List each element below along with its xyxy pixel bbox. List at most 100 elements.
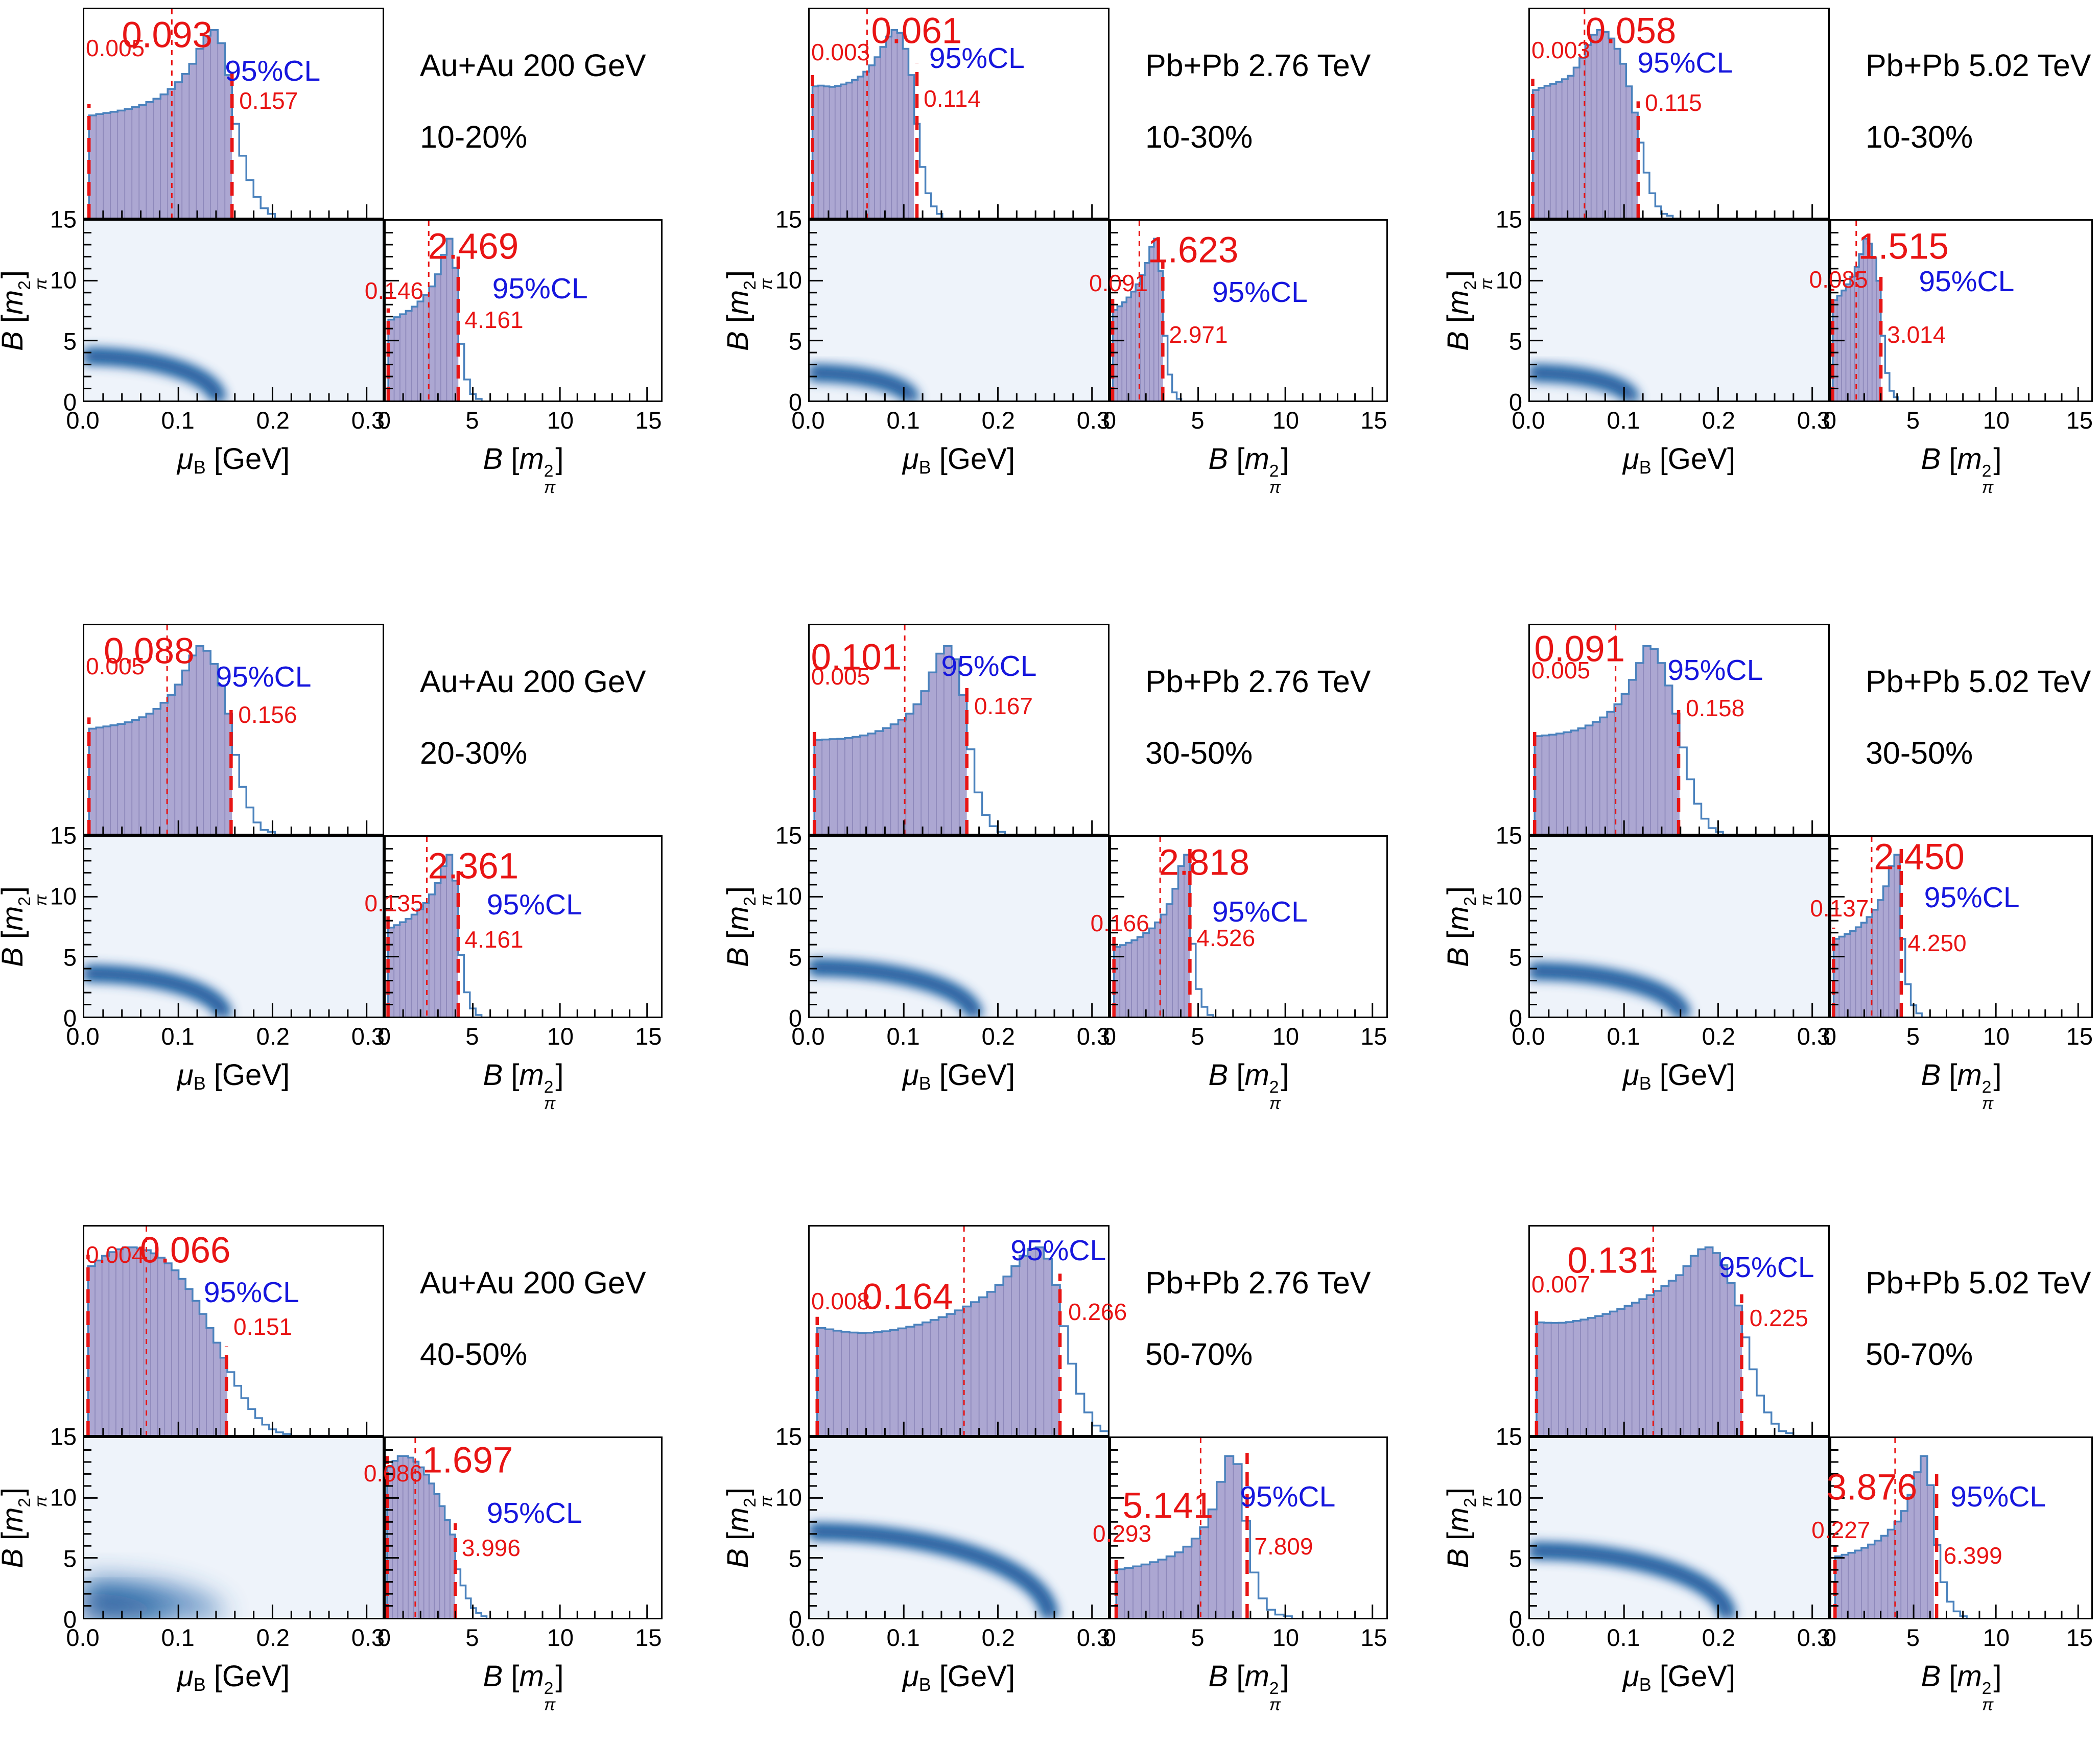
y-tick-label-b: 10: [775, 266, 802, 294]
histogram-bar: [213, 1342, 221, 1435]
histogram-bar: [103, 113, 111, 218]
top-histogram-box: [83, 1225, 384, 1436]
x-tick-label-b: 10: [1983, 407, 2010, 434]
histogram-outline: [387, 854, 483, 1017]
x-tick-label-mu: 0.0: [791, 1023, 825, 1050]
histogram-outline: [1832, 238, 1899, 400]
histogram-bar: [1850, 931, 1856, 1017]
right-histogram-box: [1110, 835, 1388, 1018]
b-cl-lower-bound: 0.086: [363, 1459, 422, 1487]
histogram-bar: [160, 702, 168, 834]
histogram-bar: [1562, 79, 1568, 218]
histogram-bar: [1889, 866, 1895, 1017]
histogram-bar: [136, 1248, 144, 1435]
histogram-bar: [1125, 942, 1132, 1017]
histogram-bar: [1556, 733, 1564, 834]
x-tick-label-mu: 0.0: [791, 407, 825, 434]
x-axis-title-mu: μB [GeV]: [1622, 1058, 1736, 1094]
histogram-bar: [1585, 725, 1593, 834]
top-histogram-box: [808, 624, 1110, 835]
right-histogram-box: [384, 835, 663, 1018]
histogram-bar: [1550, 84, 1556, 218]
x-tick-label-mu: 0.2: [981, 1624, 1015, 1651]
x-axis-title-b: B [m 2 π]: [483, 1660, 564, 1715]
mu-mode-value: 0.061: [871, 11, 962, 52]
histogram-bar: [1551, 1323, 1559, 1435]
histogram-bar: [1861, 923, 1867, 1017]
panel-title: Au+Au 200 GeV: [420, 48, 646, 83]
histogram-bar: [1632, 112, 1638, 218]
histogram-bar: [435, 274, 441, 400]
histogram-bar: [1894, 855, 1900, 1017]
histogram-bar: [921, 691, 929, 834]
histogram-bar: [1629, 679, 1636, 834]
histogram-bar: [1620, 63, 1626, 218]
histogram-bar: [446, 855, 453, 1017]
x-axis-title-b: B [m 2 π]: [1208, 1660, 1289, 1715]
confidence-level-label-mu: 95%CL: [225, 55, 321, 88]
histogram-bar: [1894, 1521, 1901, 1618]
histogram-bar: [1549, 735, 1556, 834]
y-tick-label-b: 5: [1508, 944, 1522, 971]
mu-cl-lower-bound: 0.005: [1531, 656, 1591, 684]
y-tick-label-b: 10: [775, 1483, 802, 1511]
y-tick-label-b: 5: [63, 327, 77, 355]
histogram-bar: [1178, 866, 1184, 1017]
histogram-bar: [429, 894, 435, 1017]
x-tick-label-mu: 0.3: [351, 1023, 385, 1050]
histogram-bar: [452, 268, 459, 400]
histogram-bar: [913, 704, 922, 834]
histogram-bar: [880, 46, 886, 218]
x-axis-title-mu: μB [GeV]: [902, 1660, 1016, 1695]
y-tick-label-b: 15: [50, 205, 77, 233]
x-axis-title-b: B [m 2 π]: [1208, 442, 1289, 498]
x-tick-label-mu: 0.2: [256, 407, 290, 434]
histogram-bar: [110, 725, 118, 834]
histogram-bar: [943, 646, 952, 834]
histogram-bar: [1027, 1248, 1036, 1435]
histogram-bar: [1141, 1564, 1150, 1618]
x-tick-label-b: 15: [635, 1023, 662, 1050]
histogram-bar: [1124, 1568, 1133, 1618]
histogram-outline: [87, 1246, 291, 1435]
histogram-bar: [189, 655, 197, 834]
mu-mode-value: 0.131: [1567, 1240, 1659, 1281]
density-map-box: [808, 219, 1110, 402]
y-axis-title: B [m2π]: [0, 270, 51, 351]
confidence-level-label-mu: 95%CL: [1637, 46, 1733, 79]
confidence-level-label-b: 95%CL: [1950, 1480, 2046, 1514]
histogram-bar: [153, 99, 161, 218]
histogram-bar: [175, 685, 182, 834]
histogram-bar: [1003, 1276, 1011, 1435]
histogram-bar: [822, 739, 830, 834]
y-tick-label-b: 5: [788, 1545, 802, 1572]
histogram-bar: [1835, 1556, 1842, 1618]
histogram-bar: [835, 86, 841, 218]
mu-cl-lower-bound: 0.003: [811, 38, 870, 65]
b-cl-lower-bound: 0.137: [1810, 895, 1869, 922]
histogram-bar: [1621, 694, 1629, 834]
histogram-bar: [144, 1250, 151, 1435]
x-axis-title-b: B [m 2 π]: [1921, 1058, 2002, 1114]
histogram-outline: [811, 29, 943, 218]
y-tick-label-b: 0: [63, 1606, 77, 1633]
x-tick-label-b: 0: [1102, 407, 1117, 434]
histogram-bar: [891, 30, 898, 218]
histogram-bar: [1573, 1321, 1581, 1435]
histogram-bar: [1120, 945, 1126, 1017]
histogram-bar: [1599, 717, 1608, 834]
histogram-bar: [1117, 306, 1122, 400]
b-cl-lower-bound: 0.166: [1090, 909, 1149, 936]
y-tick-label-b: 5: [63, 1545, 77, 1572]
histogram-bar: [1216, 1481, 1225, 1618]
x-tick-label-mu: 0.2: [1702, 407, 1735, 434]
histogram-bar: [947, 1314, 955, 1435]
panel-Pb-Pb-5-02-TeV-30-50: Pb+Pb 5.02 TeV 30-50% 0.091 0.005 0.158 …: [1442, 624, 2093, 1135]
histogram-bar: [1544, 1323, 1551, 1435]
histogram-bar: [1154, 922, 1161, 1017]
histogram-bar: [1183, 1546, 1192, 1618]
histogram-bar: [1579, 58, 1586, 218]
histogram-bar: [439, 1506, 445, 1618]
histogram-bar: [995, 1285, 1004, 1435]
